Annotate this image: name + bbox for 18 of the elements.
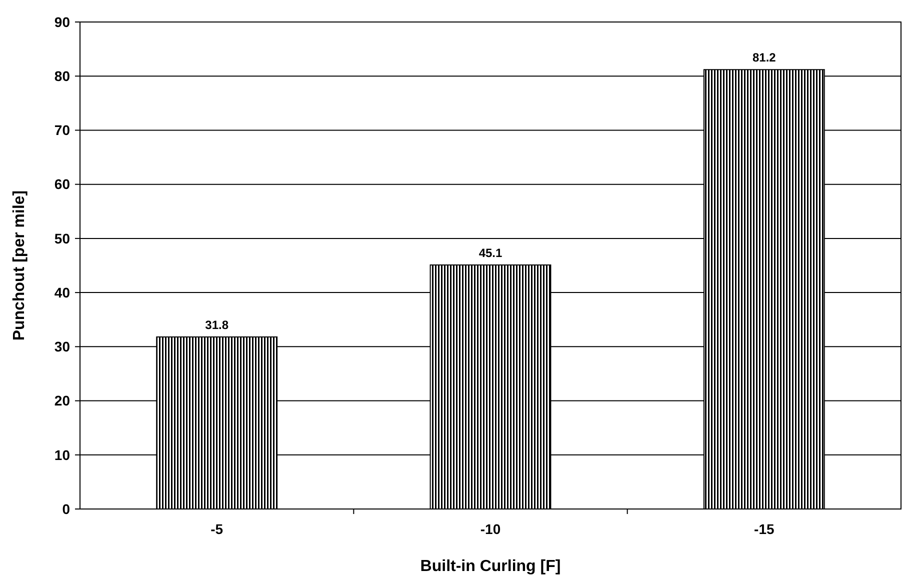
- y-tick-label: 70: [54, 122, 70, 138]
- y-axis-title: Punchout [per mile]: [11, 190, 28, 341]
- x-tick-label: -10: [480, 521, 501, 537]
- data-label: 45.1: [478, 246, 502, 260]
- y-tick-label: 80: [54, 68, 70, 84]
- y-tick-label: 50: [54, 230, 70, 246]
- y-tick-label: 10: [54, 446, 70, 463]
- y-tick-label: 20: [54, 392, 70, 409]
- y-tick-label: 90: [54, 14, 70, 30]
- y-tick-label: 40: [54, 284, 70, 300]
- y-tick-label: 30: [54, 338, 70, 355]
- x-axis-title: Built-in Curling [F]: [420, 558, 561, 575]
- data-label: 31.8: [205, 318, 229, 332]
- x-tick-label: -15: [754, 521, 774, 537]
- y-tick-label: 60: [54, 176, 70, 192]
- y-tick-label: 0: [62, 500, 70, 517]
- x-tick-label: -5: [210, 521, 224, 537]
- data-label: 81.2: [752, 50, 776, 65]
